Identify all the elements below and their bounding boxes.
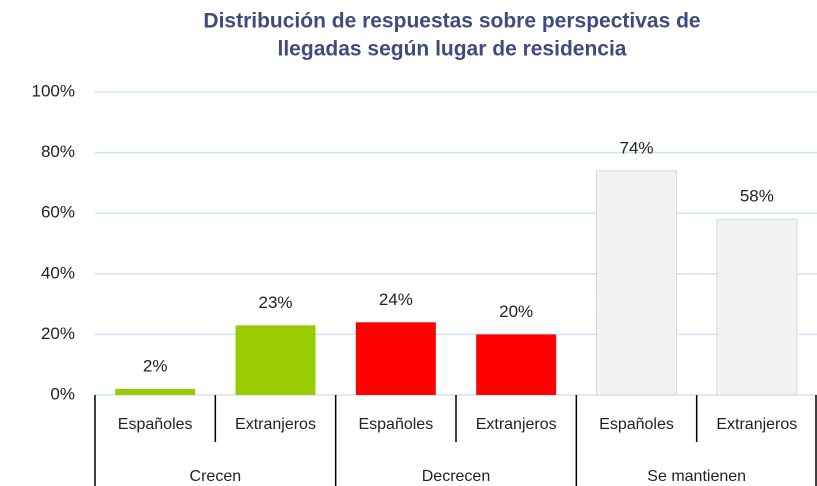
data-label: 23% bbox=[258, 293, 292, 312]
x-tick-label: Españoles bbox=[118, 416, 193, 433]
bar bbox=[476, 334, 557, 395]
y-tick-label: 40% bbox=[41, 263, 75, 282]
group-label: Crecen bbox=[190, 468, 242, 485]
bar bbox=[716, 218, 798, 396]
group-label: Decrecen bbox=[422, 468, 490, 485]
y-tick-label: 80% bbox=[41, 142, 75, 161]
x-tick-label: Españoles bbox=[599, 416, 674, 433]
chart-title: Distribución de respuestas sobre perspec… bbox=[203, 10, 700, 33]
group-label: Se mantienen bbox=[647, 468, 746, 485]
data-label: 2% bbox=[143, 356, 168, 375]
bar bbox=[235, 325, 316, 395]
x-tick-label: Españoles bbox=[358, 416, 433, 433]
bar bbox=[115, 388, 196, 395]
y-tick-label: 20% bbox=[41, 324, 75, 343]
chart-title: llegadas según lugar de residencia bbox=[278, 38, 627, 61]
data-label: 24% bbox=[379, 290, 413, 309]
y-tick-label: 60% bbox=[41, 203, 75, 222]
x-tick-label: Extranjeros bbox=[235, 416, 316, 433]
bar bbox=[596, 170, 677, 396]
data-label: 58% bbox=[740, 187, 774, 206]
y-tick-label: 0% bbox=[50, 384, 75, 403]
x-tick-label: Extranjeros bbox=[716, 416, 797, 433]
y-tick-label: 100% bbox=[32, 81, 75, 100]
bar bbox=[355, 322, 436, 395]
data-label: 20% bbox=[499, 302, 533, 321]
data-label: 74% bbox=[619, 138, 653, 157]
x-tick-label: Extranjeros bbox=[476, 416, 557, 433]
